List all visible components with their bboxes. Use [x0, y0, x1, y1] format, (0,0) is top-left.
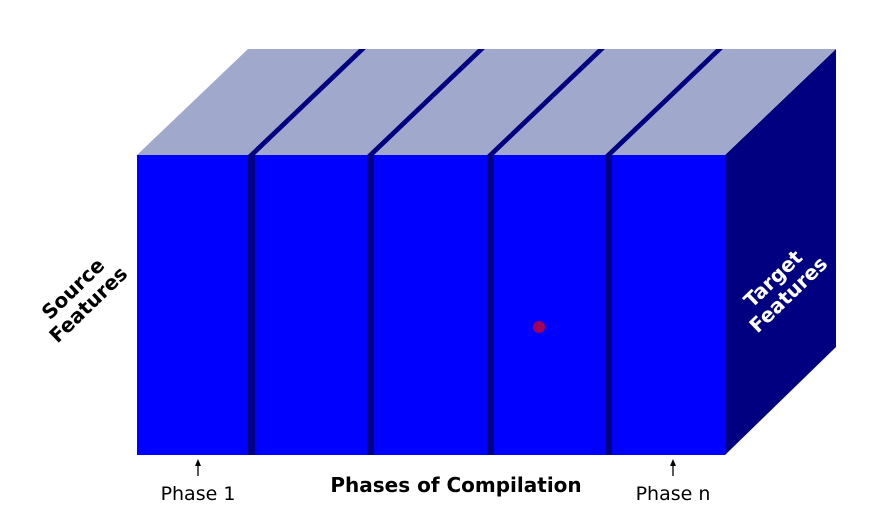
top-face-2: [255, 49, 478, 155]
marker-dot: [533, 321, 545, 333]
gap-2-top: [367, 49, 485, 155]
axis-label: Phases of Compilation: [330, 473, 581, 497]
phase-last-label: Phase n: [636, 483, 711, 505]
phase-first-marker: Phase 1: [161, 459, 236, 505]
phase-last-arrow-head: [670, 459, 676, 466]
block-group: [137, 49, 836, 455]
phase-first-label: Phase 1: [161, 483, 236, 505]
right-side-face: [725, 49, 836, 455]
source-features-label: Source Features: [37, 253, 133, 347]
front-face-4: [494, 155, 605, 455]
top-face-3: [374, 49, 598, 155]
gap-2: [367, 155, 374, 455]
gap-3-top: [487, 49, 605, 155]
top-face-4: [494, 49, 716, 155]
gap-3: [487, 155, 494, 455]
phase-first-arrow-head: [195, 459, 201, 466]
front-face-1: [137, 155, 248, 455]
gap-1-top: [248, 49, 366, 155]
gap-4: [605, 155, 612, 455]
top-face-5: [612, 49, 836, 155]
phase-last-marker: Phase n: [636, 459, 711, 505]
gap-1: [248, 155, 255, 455]
front-face-3: [374, 155, 487, 455]
front-face-2: [255, 155, 367, 455]
front-face-5: [612, 155, 725, 455]
top-face-1: [137, 49, 359, 155]
gap-4-top: [605, 49, 723, 155]
